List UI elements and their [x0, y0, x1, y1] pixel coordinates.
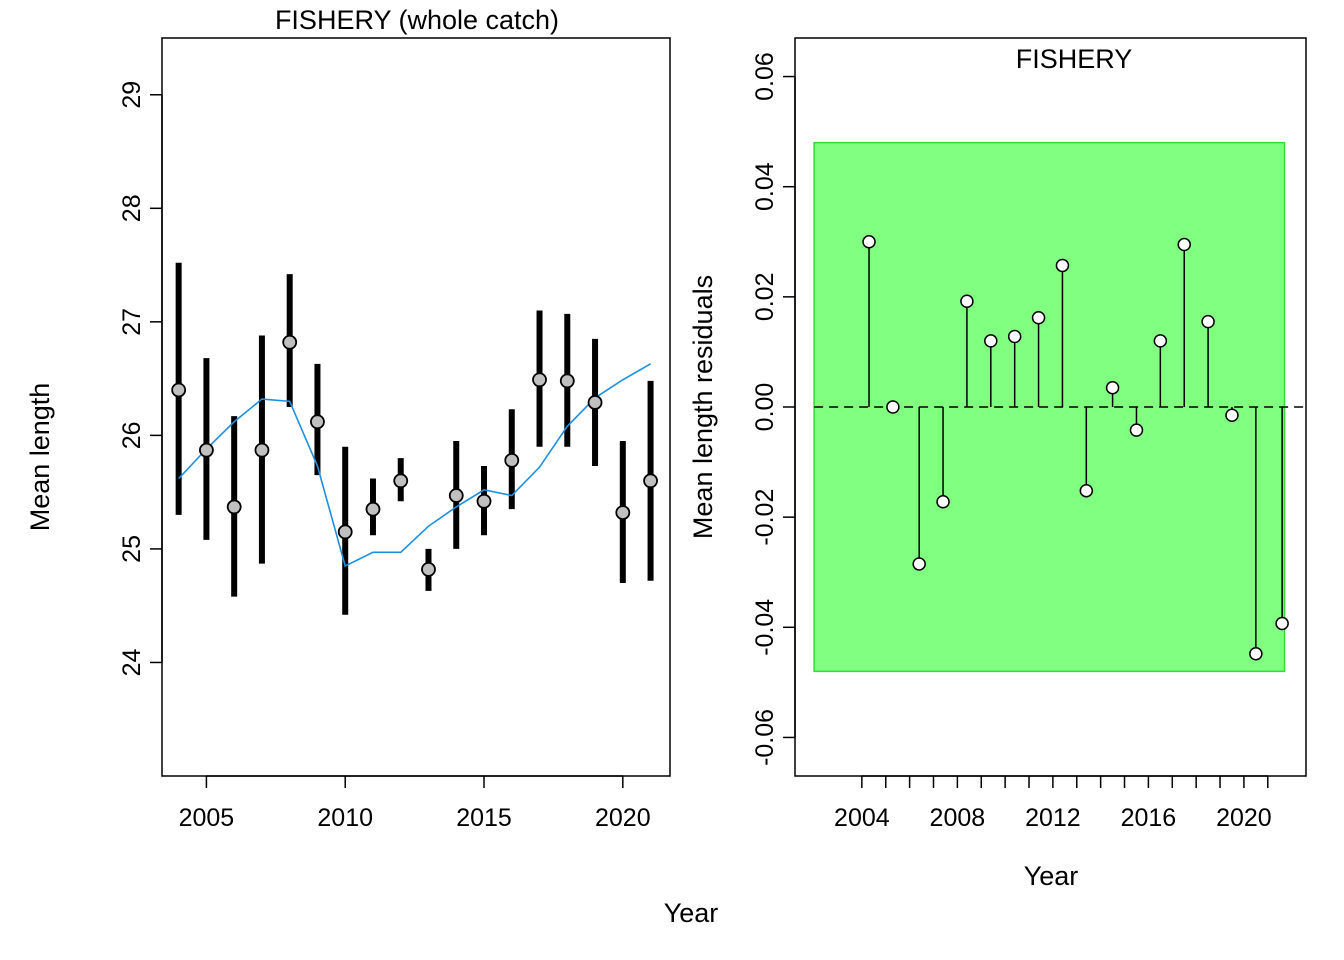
residual-point — [1129, 423, 1144, 437]
observed-mean-point — [559, 373, 575, 389]
residual-point — [1007, 329, 1022, 344]
residual-point — [1105, 380, 1120, 395]
right-y-tick-label: 0.02 — [751, 273, 779, 322]
residual-point — [912, 557, 926, 571]
observed-mean-point — [448, 488, 464, 503]
right-y-axis-label: Mean length residuals — [688, 275, 718, 539]
right-y-tick-label: 0.00 — [751, 383, 779, 432]
right-y-tick-label: -0.06 — [751, 709, 779, 766]
residual-point — [960, 294, 974, 309]
residual-point — [1275, 616, 1289, 631]
left-y-tick-label: 25 — [118, 535, 146, 563]
observed-mean-point — [587, 395, 603, 410]
right-y-tick-label: -0.04 — [751, 599, 779, 656]
left-x-tick-label: 2015 — [456, 804, 512, 832]
observed-mean-point — [226, 499, 242, 515]
right-x-tick-label: 2004 — [834, 804, 890, 832]
observed-mean-point — [393, 473, 409, 489]
left-y-axis-label: Mean length — [25, 383, 55, 532]
right-chart-title: FISHERY — [1016, 44, 1133, 74]
left-x-tick-label: 2010 — [317, 804, 373, 832]
observed-mean-point — [504, 452, 520, 468]
residual-point — [862, 235, 876, 249]
residual-confidence-band — [813, 141, 1286, 673]
observed-mean-point — [199, 442, 214, 458]
left-x-tick-label: 2020 — [595, 804, 651, 832]
expected-mean-length-line — [178, 363, 651, 568]
left-y-tick-label: 27 — [118, 308, 146, 336]
observed-mean-point — [532, 372, 547, 388]
panel-observed-vs-expected: FISHERY (whole catch) 2005 2010 2015 2020 2… — [25, 5, 671, 832]
residual-point — [984, 334, 998, 348]
observed-mean-point — [310, 414, 325, 430]
right-x-tick-label: 2008 — [930, 804, 986, 832]
right-x-axis-label: Year — [1024, 861, 1079, 891]
residual-point — [1153, 334, 1168, 348]
residual-point — [936, 494, 950, 509]
left-y-tick-label: 29 — [118, 81, 146, 109]
residual-point — [1031, 311, 1046, 325]
observed-mean-point — [282, 334, 298, 350]
observed-mean-point — [171, 382, 187, 398]
residual-point — [1177, 237, 1191, 252]
observed-mean-point — [421, 561, 436, 577]
right-x-tick-label: 2016 — [1121, 804, 1177, 832]
residual-point — [1079, 483, 1094, 498]
right-y-tick-label: -0.02 — [751, 489, 779, 546]
observed-mean-point — [615, 505, 631, 520]
residual-point — [1055, 258, 1070, 273]
left-x-tick-label: 2005 — [179, 804, 235, 832]
observed-mean-point — [476, 493, 492, 509]
right-y-tick-label: 0.06 — [751, 52, 779, 101]
right-y-tick-label: 0.04 — [751, 162, 779, 211]
observed-mean-point — [254, 442, 270, 458]
left-y-tick-label: 24 — [118, 648, 146, 676]
right-x-tick-label: 2012 — [1025, 804, 1081, 832]
observed-mean-point — [365, 501, 381, 517]
observed-mean-point — [643, 473, 658, 489]
right-x-tick-label: 2020 — [1216, 804, 1272, 832]
shared-x-axis-label: Year — [664, 898, 719, 928]
residual-point — [1201, 314, 1215, 329]
left-y-tick-label: 28 — [118, 194, 146, 222]
left-y-tick-label: 26 — [118, 421, 146, 449]
left-chart-title: FISHERY (whole catch) — [275, 5, 559, 35]
panel-residuals: FISHERY 2004 2008 2012 2016 2020 -0.06 -0.04 -… — [688, 37, 1307, 891]
residual-point — [1249, 646, 1263, 661]
residual-point — [886, 400, 900, 414]
observed-mean-point — [337, 524, 353, 540]
residual-point — [1225, 408, 1239, 423]
